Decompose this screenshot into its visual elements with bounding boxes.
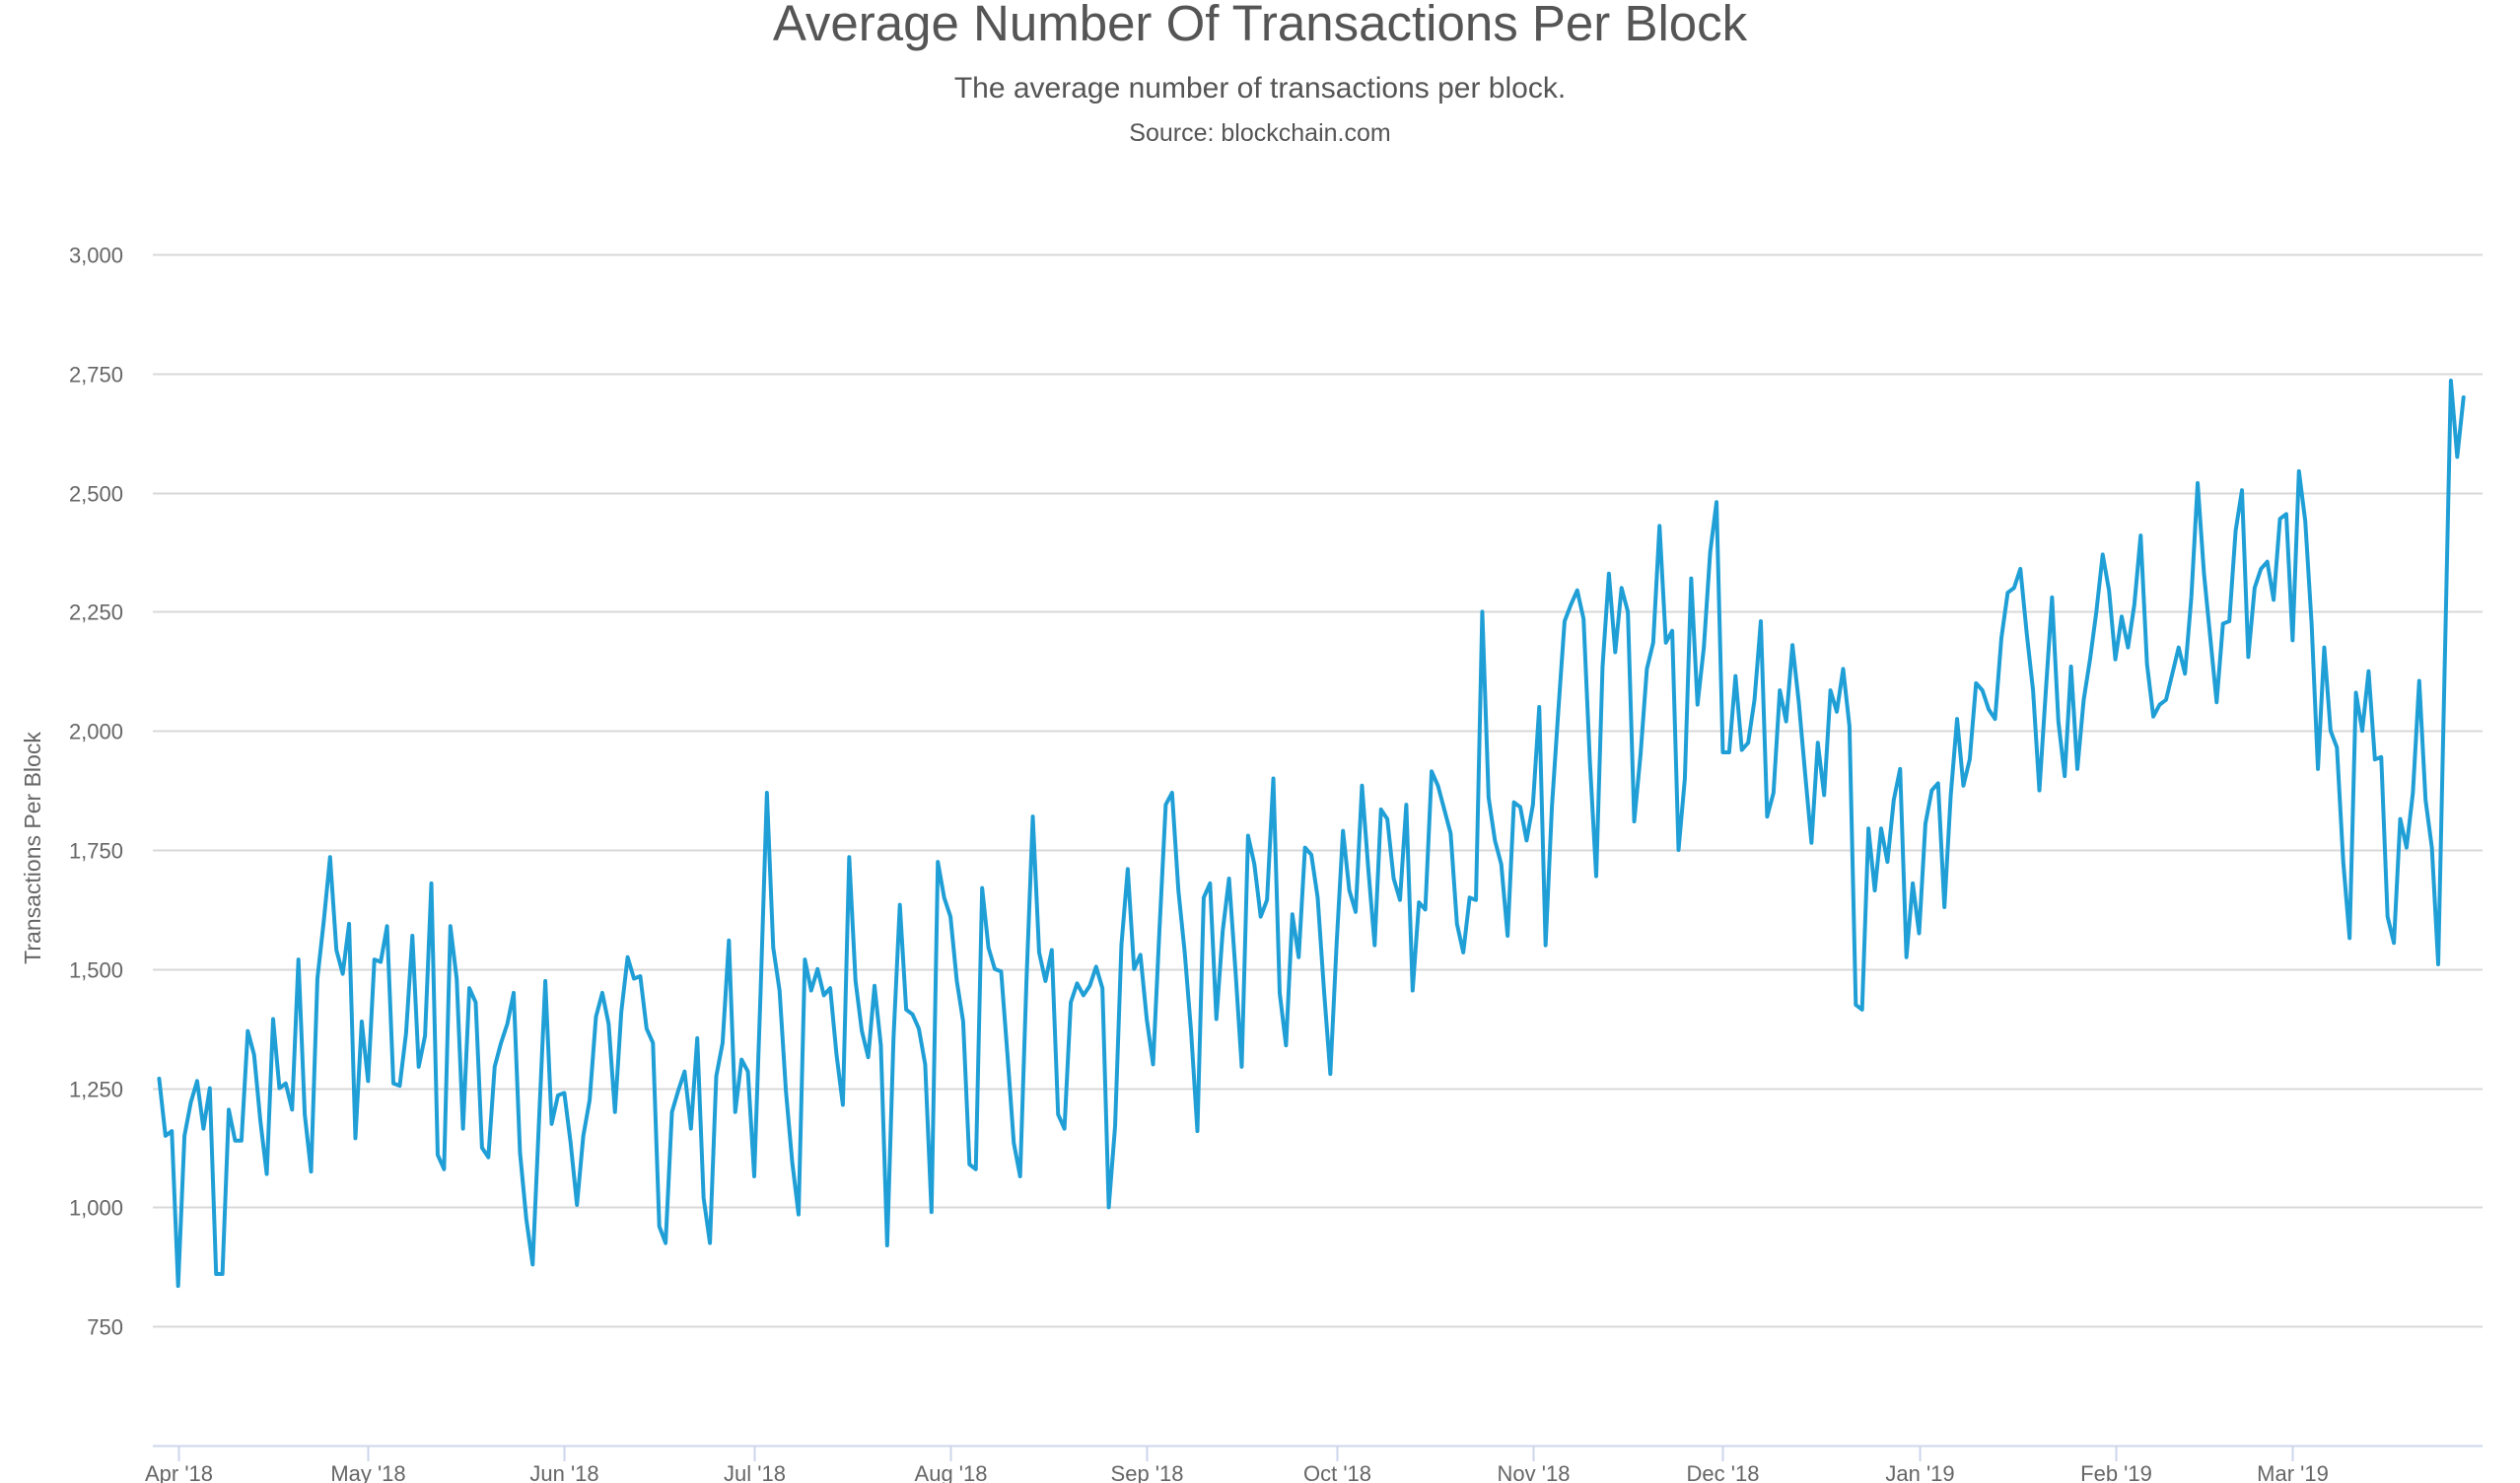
y-tick-label: 2,750 [69, 363, 123, 388]
x-tick-label: Oct '18 [1303, 1461, 1371, 1483]
y-tick-label: 2,250 [69, 600, 123, 625]
x-tick-label: Nov '18 [1498, 1461, 1571, 1483]
x-tick-label: Jun '18 [529, 1461, 598, 1483]
x-tick-label: Mar '19 [2257, 1461, 2329, 1483]
x-tick-label: May '18 [330, 1461, 405, 1483]
x-tick-label: Feb '19 [2080, 1461, 2152, 1483]
y-tick-label: 1,750 [69, 839, 123, 864]
x-tick-label: Jul '18 [724, 1461, 786, 1483]
y-tick-label: 750 [87, 1315, 123, 1340]
y-axis-title: Transactions Per Block [20, 732, 45, 964]
x-tick-label: Apr '18 [145, 1461, 213, 1483]
series-line [157, 379, 2466, 1289]
y-tick-label: 2,500 [69, 482, 123, 507]
y-tick-label: 1,000 [69, 1196, 123, 1221]
x-axis: Apr '18 May '18 Jun '18 Jul '18 Aug '18 Sep '… [145, 1445, 2483, 1483]
x-tick-label: Aug '18 [915, 1461, 988, 1483]
x-tick-label: Jan '19 [1885, 1461, 1954, 1483]
y-axis: 750 1,000 1,250 1,500 1,750 2,000 2,250 2,500 2,… [69, 244, 123, 1340]
chart-subtitle: The average number of transactions per b… [953, 72, 1567, 105]
chart-source: Source: blockchain.com [1129, 119, 1391, 147]
x-tick-label: Dec '18 [1687, 1461, 1760, 1483]
y-tick-label: 1,500 [69, 958, 123, 983]
y-tick-label: 2,000 [69, 720, 123, 744]
y-tick-label: 3,000 [69, 244, 123, 268]
gridlines [153, 253, 2483, 1328]
series-area [157, 379, 2466, 1289]
chart-title: Average Number Of Transactions Per Block [772, 0, 1748, 51]
x-tick-label: Sep '18 [1111, 1461, 1184, 1483]
y-tick-label: 1,250 [69, 1078, 123, 1102]
